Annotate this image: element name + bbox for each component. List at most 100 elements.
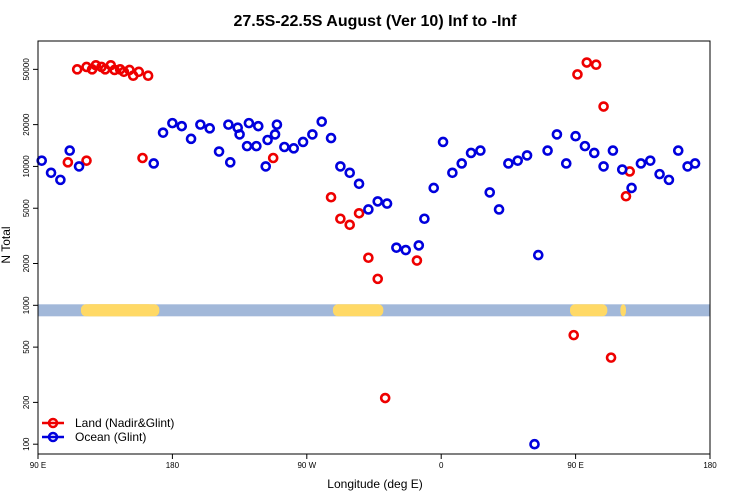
ocean-point bbox=[493, 204, 505, 215]
ocean-point bbox=[437, 136, 449, 148]
land-band-segment bbox=[84, 304, 160, 317]
y-tick-label: 2000 bbox=[22, 254, 31, 272]
ocean-point bbox=[234, 129, 245, 140]
ocean-point bbox=[570, 130, 581, 142]
legend: Land (Nadir&Glint) Ocean (Glint) bbox=[42, 416, 174, 444]
ocean-point bbox=[635, 158, 647, 169]
ocean-point bbox=[325, 132, 337, 144]
land-point bbox=[86, 64, 98, 75]
ocean-point bbox=[307, 129, 318, 140]
ocean-point bbox=[419, 213, 430, 225]
y-tick-label: 20000 bbox=[22, 113, 31, 136]
land-point bbox=[81, 155, 92, 166]
land-point bbox=[114, 64, 126, 75]
land-point bbox=[142, 70, 154, 82]
land-point bbox=[568, 329, 580, 341]
land-point bbox=[105, 59, 117, 71]
ocean-point bbox=[391, 242, 402, 253]
ocean-point bbox=[475, 145, 486, 156]
land-point bbox=[598, 101, 609, 112]
surface-band bbox=[38, 304, 710, 317]
ocean-point bbox=[243, 117, 255, 129]
legend-marker-land bbox=[47, 417, 59, 429]
ocean-point bbox=[551, 129, 563, 140]
ocean-point bbox=[400, 244, 412, 256]
ocean-point bbox=[288, 143, 300, 154]
y-tick-label: 10000 bbox=[22, 155, 31, 178]
land-point bbox=[62, 157, 74, 168]
x-axis: 90 E 180 90 W 0 90 E 180 bbox=[30, 454, 717, 470]
ocean-point bbox=[195, 119, 206, 130]
ocean-point bbox=[297, 136, 309, 148]
land-point bbox=[572, 69, 583, 80]
ocean-point bbox=[252, 120, 264, 132]
ocean-point bbox=[588, 147, 600, 159]
land-point bbox=[267, 152, 279, 164]
y-tick-label: 500 bbox=[22, 340, 31, 354]
y-tick-label: 5000 bbox=[22, 199, 31, 217]
x-tick-label: 90 E bbox=[567, 461, 583, 470]
ocean-point bbox=[262, 134, 273, 146]
ocean-point bbox=[521, 150, 533, 161]
ocean-point bbox=[279, 141, 290, 153]
ocean-point bbox=[223, 119, 234, 130]
ocean-point bbox=[689, 158, 701, 169]
land-point bbox=[96, 61, 107, 73]
legend-label-ocean: Ocean (Glint) bbox=[75, 430, 146, 444]
ocean-point bbox=[372, 196, 384, 207]
ocean-point bbox=[213, 146, 225, 157]
ocean-point bbox=[344, 167, 356, 179]
y-axis-label: N Total bbox=[0, 226, 13, 263]
ocean-point bbox=[271, 119, 283, 130]
ocean-point bbox=[484, 187, 496, 198]
ocean-point bbox=[260, 161, 272, 172]
ocean-point bbox=[381, 198, 393, 209]
land-point bbox=[133, 66, 145, 78]
ocean-point bbox=[45, 167, 57, 179]
x-tick-label: 90 W bbox=[297, 461, 316, 470]
land-point bbox=[344, 219, 356, 231]
ocean-point bbox=[353, 178, 365, 190]
ocean-point bbox=[465, 147, 477, 159]
ocean-point bbox=[512, 155, 524, 166]
ocean-point bbox=[560, 158, 572, 169]
land-point bbox=[372, 273, 384, 285]
land-band-segment bbox=[332, 304, 384, 317]
ocean-point bbox=[55, 174, 66, 186]
ocean-point bbox=[542, 145, 553, 156]
land-point bbox=[590, 59, 602, 71]
legend-marker-ocean bbox=[47, 431, 59, 443]
plot-frame bbox=[37, 40, 711, 455]
ocean-point bbox=[503, 158, 514, 169]
land-point bbox=[581, 57, 593, 68]
ocean-point bbox=[579, 140, 591, 152]
x-tick-label: 90 E bbox=[30, 461, 46, 470]
ocean-point bbox=[456, 158, 468, 169]
ocean-point bbox=[413, 240, 425, 251]
legend-label-land: Land (Nadir&Glint) bbox=[75, 416, 174, 430]
land-point bbox=[353, 207, 365, 219]
ocean-point bbox=[428, 182, 440, 194]
land-point bbox=[620, 190, 632, 202]
ocean-point bbox=[185, 133, 197, 145]
ocean-point bbox=[626, 182, 637, 194]
ocean-point bbox=[616, 164, 628, 175]
ocean-point bbox=[654, 168, 665, 180]
ocean-point bbox=[644, 155, 656, 166]
land-point bbox=[71, 64, 83, 75]
y-tick-label: 1000 bbox=[22, 296, 31, 314]
ocean-point bbox=[167, 117, 178, 129]
ocean-point bbox=[241, 140, 253, 152]
ocean-point bbox=[204, 123, 216, 134]
ocean-point bbox=[73, 161, 85, 172]
y-axis: 100 200 500 1000 2000 5000 10000 20000 50000 bbox=[22, 58, 38, 451]
ocean-point bbox=[157, 127, 169, 138]
ocean-point bbox=[269, 129, 281, 140]
data-points bbox=[36, 57, 701, 450]
ocean-point bbox=[529, 438, 540, 450]
ocean-point bbox=[663, 174, 675, 186]
ocean-point bbox=[176, 120, 188, 132]
land-band-segment bbox=[570, 304, 608, 317]
